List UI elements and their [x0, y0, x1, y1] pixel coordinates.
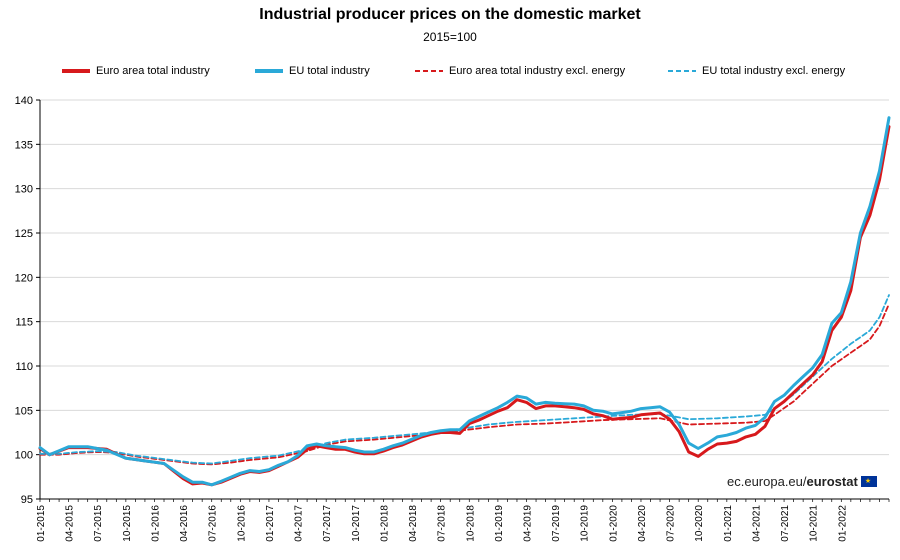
chart-title: Industrial producer prices on the domest… — [259, 6, 641, 23]
series-lines — [38, 116, 891, 487]
x-tick-label: 01-2015 — [36, 505, 47, 542]
legend-item-euro-area-total: Euro area total industry — [62, 62, 210, 80]
x-tick-label: 10-2018 — [465, 505, 476, 542]
y-tick-label: 140 — [15, 95, 33, 107]
legend-label: EU total industry excl. energy — [702, 65, 846, 77]
x-tick-label: 01-2022 — [837, 505, 848, 542]
x-tick-label: 04-2021 — [751, 505, 762, 542]
x-tick-label: 10-2017 — [351, 505, 362, 542]
x-tick-label: 04-2017 — [294, 505, 305, 542]
x-tick-label: 01-2017 — [265, 505, 276, 542]
gridlines — [40, 99, 889, 456]
series-line-euro-area-excl-energy — [39, 303, 890, 466]
series-line-eu-excl-energy — [39, 294, 890, 465]
x-tick-label: 01-2020 — [608, 505, 619, 542]
series-line-euro-area-total — [38, 125, 891, 487]
legend-item-eu-total: EU total industry — [255, 62, 370, 80]
y-tick-label: 115 — [15, 317, 33, 329]
x-tick-label: 04-2019 — [523, 505, 534, 542]
x-tick-label: 07-2020 — [666, 505, 677, 542]
y-tick-label: 95 — [21, 494, 33, 506]
x-tick-label: 10-2019 — [580, 505, 591, 542]
x-tick-label: 04-2020 — [637, 505, 648, 542]
x-tick-label: 07-2019 — [551, 505, 562, 542]
y-tick-label: 130 — [15, 184, 33, 196]
x-tick-label: 01-2019 — [494, 505, 505, 542]
x-tick-label: 01-2021 — [723, 505, 734, 542]
x-tick-label: 01-2016 — [150, 505, 161, 542]
x-tick-label: 04-2015 — [65, 505, 76, 542]
chart-legend: Euro area total industry EU total indust… — [0, 62, 900, 80]
y-tick-label: 125 — [15, 228, 33, 240]
y-tick-label: 120 — [15, 272, 33, 284]
watermark-brand: eurostat — [806, 474, 858, 489]
legend-label: EU total industry — [289, 65, 370, 77]
tick-labels: 95 100 105 110 115 120 125 130 135 140 01-2015 04-2… — [15, 95, 849, 542]
x-tick-label: 10-2020 — [694, 505, 705, 542]
x-tick-label: 07-2018 — [437, 505, 448, 542]
watermark-prefix: ec.europa.eu/ — [727, 474, 807, 489]
legend-item-eu-excl-energy: EU total industry excl. energy — [668, 62, 845, 80]
y-tick-label: 100 — [15, 450, 33, 462]
eurostat-watermark: ec.europa.eu/eurostat — [727, 474, 877, 489]
x-tick-label: 07-2021 — [780, 505, 791, 542]
x-tick-label: 07-2017 — [322, 505, 333, 542]
x-tick-label: 07-2015 — [93, 505, 104, 542]
x-tick-label: 10-2016 — [236, 505, 247, 542]
x-tick-label: 10-2015 — [122, 505, 133, 542]
eu-flag-icon — [860, 476, 877, 487]
legend-label: Euro area total industry — [96, 65, 210, 77]
legend-item-euro-area-excl-energy: Euro area total industry excl. energy — [415, 62, 625, 80]
x-tick-label: 04-2016 — [179, 505, 190, 542]
x-tick-label: 07-2016 — [208, 505, 219, 542]
y-tick-label: 110 — [15, 361, 33, 373]
x-tick-label: 01-2018 — [379, 505, 390, 542]
legend-label: Euro area total industry excl. energy — [449, 65, 626, 77]
y-tick-label: 105 — [15, 405, 33, 417]
series-line-eu-total — [38, 116, 891, 487]
x-tick-label: 10-2021 — [809, 505, 820, 542]
y-tick-label: 135 — [15, 139, 33, 151]
x-tick-label: 04-2018 — [408, 505, 419, 542]
axes — [36, 99, 890, 502]
chart-subtitle: 2015=100 — [423, 30, 477, 44]
